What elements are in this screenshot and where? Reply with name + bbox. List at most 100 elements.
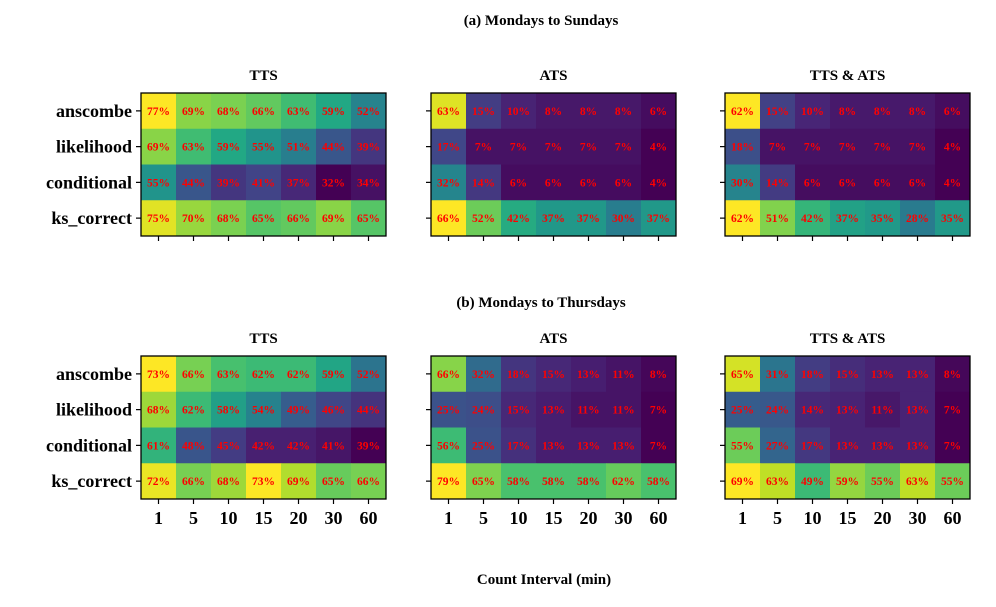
cell-label: 17%: [507, 440, 530, 452]
heatmap-cell: [795, 463, 831, 500]
cell-label: 41%: [322, 440, 345, 452]
heatmap-cell: [176, 391, 212, 428]
heatmap-cell: [141, 200, 177, 237]
x-tick-label: 20: [290, 508, 308, 528]
heatmap-cell: [141, 128, 177, 165]
cell-label: 68%: [217, 213, 240, 225]
heatmap-cell: [760, 128, 796, 165]
y-tick-label: anscombe: [56, 101, 132, 121]
heatmap-cell: [641, 463, 677, 500]
heatmap-cell: [431, 391, 467, 428]
cell-label: 32%: [472, 369, 495, 381]
cell-label: 18%: [731, 142, 754, 154]
heatmap-cell: [351, 128, 387, 165]
x-tick-label: 20: [580, 508, 598, 528]
x-axis-label: Count Interval (min): [477, 572, 611, 588]
heatmap-cell: [865, 427, 901, 464]
y-tick-label: likelihood: [56, 400, 132, 420]
heatmap-cell: [536, 164, 572, 201]
heatmap-cell: [501, 356, 537, 393]
heatmap-cell: [571, 128, 607, 165]
cell-label: 11%: [612, 369, 634, 381]
heatmap-cell: [431, 427, 467, 464]
cell-label: 68%: [217, 106, 240, 118]
cell-label: 73%: [147, 369, 170, 381]
heatmap-cell: [211, 128, 247, 165]
cell-label: 13%: [612, 440, 635, 452]
panel-a-tts-ats-title: TTS & ATS: [810, 68, 886, 84]
cell-label: 70%: [182, 213, 205, 225]
heatmap-cell: [351, 463, 387, 500]
heatmap-cell: [865, 200, 901, 237]
cell-label: 49%: [287, 405, 310, 417]
cell-label: 58%: [542, 476, 565, 488]
heatmap-cell: [501, 93, 537, 130]
heatmap-cell: [571, 164, 607, 201]
cell-label: 69%: [182, 106, 205, 118]
heatmap-cell: [351, 427, 387, 464]
cell-label: 63%: [182, 142, 205, 154]
cell-label: 4%: [944, 142, 961, 154]
heatmap-cell: [246, 356, 282, 393]
cell-label: 7%: [909, 142, 926, 154]
cell-label: 63%: [906, 476, 929, 488]
heatmap-cell: [316, 463, 352, 500]
cell-label: 13%: [836, 405, 859, 417]
heatmap-cell: [211, 427, 247, 464]
x-tick-label: 5: [479, 508, 488, 528]
heatmap-cell: [501, 200, 537, 237]
cell-label: 62%: [731, 213, 754, 225]
heatmap-cell: [211, 356, 247, 393]
heatmap-cell: [466, 164, 502, 201]
heatmap-cell: [431, 356, 467, 393]
panel-a-ats-title: ATS: [539, 68, 567, 84]
cell-label: 6%: [909, 177, 926, 189]
cell-label: 8%: [580, 106, 597, 118]
heatmap-cell: [606, 463, 642, 500]
heatmap-cell: [900, 93, 936, 130]
heatmap-cell: [830, 164, 866, 201]
cell-label: 31%: [766, 369, 789, 381]
cell-label: 37%: [287, 177, 310, 189]
cell-label: 69%: [322, 213, 345, 225]
heatmap-cell: [760, 164, 796, 201]
heatmap-cell: [830, 128, 866, 165]
heatmap-cell: [501, 164, 537, 201]
heatmap-cell: [641, 427, 677, 464]
cell-label: 10%: [507, 106, 530, 118]
heatmap-cell: [211, 463, 247, 500]
heatmap-cell: [316, 391, 352, 428]
heatmap-cell: [935, 200, 971, 237]
heatmap-cell: [176, 164, 212, 201]
heatmap-cell: [606, 93, 642, 130]
heatmap-cell: [281, 93, 317, 130]
cell-label: 8%: [944, 369, 961, 381]
cell-label: 6%: [944, 106, 961, 118]
cell-label: 7%: [944, 405, 961, 417]
x-tick-label: 5: [189, 508, 198, 528]
cell-label: 7%: [580, 142, 597, 154]
cell-label: 62%: [612, 476, 635, 488]
heatmap-cell: [935, 427, 971, 464]
cell-label: 14%: [801, 405, 824, 417]
heatmap-cell: [606, 356, 642, 393]
cell-label: 13%: [906, 369, 929, 381]
x-tick-label: 10: [510, 508, 528, 528]
x-tick-label: 30: [909, 508, 927, 528]
group-title-a: (a) Mondays to Sundays: [464, 13, 619, 29]
cell-label: 7%: [944, 440, 961, 452]
cell-label: 72%: [147, 476, 170, 488]
cell-label: 75%: [147, 213, 170, 225]
cell-label: 24%: [472, 405, 495, 417]
cell-label: 45%: [217, 440, 240, 452]
cell-label: 6%: [545, 177, 562, 189]
heatmap-cell: [641, 93, 677, 130]
heatmap-cell: [466, 356, 502, 393]
cell-label: 63%: [766, 476, 789, 488]
heatmap-cell: [935, 463, 971, 500]
panel-a-tts-ats: TTS & ATS 62% 15% 10% 8% 8% 8% 6% 18% 7% 7% 7% 7% 7% 4…: [720, 68, 971, 241]
cell-label: 59%: [836, 476, 859, 488]
cell-label: 69%: [147, 142, 170, 154]
cell-label: 32%: [322, 177, 345, 189]
